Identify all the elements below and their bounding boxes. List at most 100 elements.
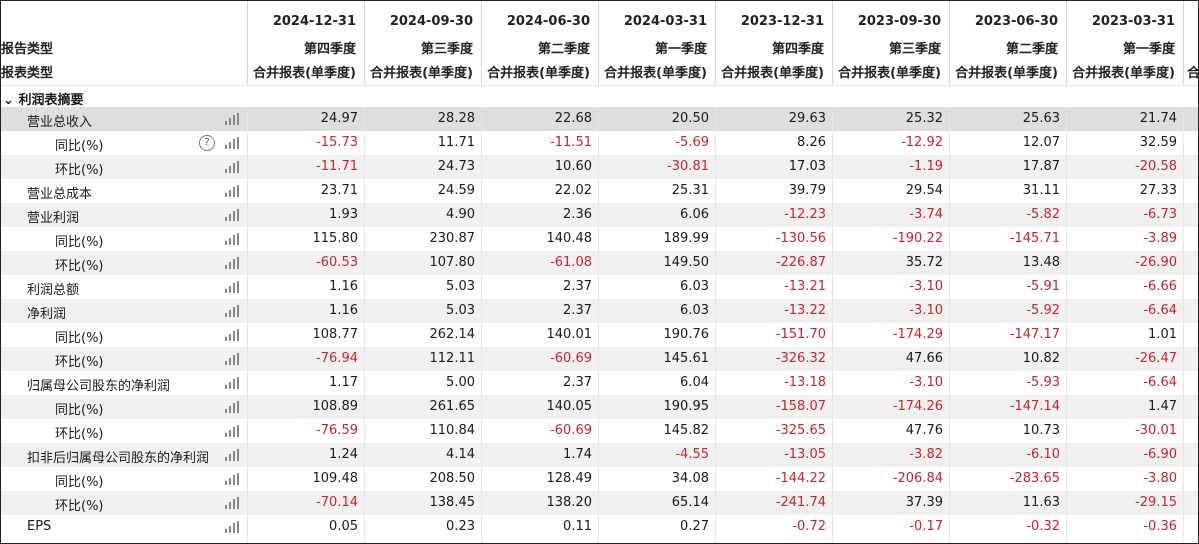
row-label: 归属母公司股东的净利润 xyxy=(27,379,171,394)
table-row[interactable]: 同比(%) 109.48 208.50 128.49 34.08 -144.22 -206.… xyxy=(1,467,1198,491)
row-label: 同比(%) xyxy=(55,475,104,490)
table-cell: -6.73 xyxy=(1143,207,1177,222)
table-cell: 25.32 xyxy=(905,111,943,126)
table-cell: 28.28 xyxy=(437,111,475,126)
table-cell: -3.10 xyxy=(909,303,943,318)
bar-chart-icon[interactable] xyxy=(225,425,239,437)
table-row[interactable]: 环比(%) -70.14 138.45 138.20 65.14 -241.74 37.39… xyxy=(1,491,1198,515)
table-cell: 230.87 xyxy=(429,231,476,246)
column-header[interactable]: 2023-12-31 第四季度 合并报表(单季度) xyxy=(716,1,833,85)
table-cell: -226.87 xyxy=(775,255,826,270)
row-label: 环比(%) xyxy=(55,355,104,370)
table-cell: -3.10 xyxy=(909,375,943,390)
table-cell: -12.92 xyxy=(901,135,943,150)
table-cell: -4.55 xyxy=(675,447,709,462)
table-cell: -5.69 xyxy=(675,135,709,150)
table-cell: 29.63 xyxy=(788,111,826,126)
table-row[interactable]: 同比(%) 115.80 230.87 140.48 189.99 -130.56 -190… xyxy=(1,227,1198,251)
table-cell: 65.14 xyxy=(671,495,709,510)
column-header[interactable]: 2023-09-30 第三季度 合并报表(单季度) xyxy=(833,1,950,85)
table-row[interactable]: 同比(%) 108.77 262.14 140.01 190.76 -151.70 -174… xyxy=(1,323,1198,347)
table-row[interactable]: 营业利润 1.93 4.90 2.36 6.06 -12.23 -3.74 -5.82 -6.7… xyxy=(1,203,1198,227)
row-label: 利润总额 xyxy=(27,283,80,298)
column-header[interactable]: 2023-06-30 第二季度 合并报表(单季度) xyxy=(950,1,1067,85)
table-cell: -11.71 xyxy=(316,159,358,174)
column-header-type: 合并报表(单季度) xyxy=(955,66,1058,81)
table-cell: -147.17 xyxy=(1009,327,1060,342)
table-cell: -130.56 xyxy=(775,231,826,246)
row-label: 同比(%) xyxy=(55,139,104,154)
table-cell: 22.02 xyxy=(554,183,592,198)
table-cell: -11.51 xyxy=(550,135,592,150)
column-header[interactable]: 2024-12-31 第四季度 合并报表(单季度) xyxy=(248,1,365,85)
bar-chart-icon[interactable] xyxy=(225,521,239,533)
bar-chart-icon[interactable] xyxy=(225,473,239,485)
table-row[interactable]: 环比(%) -76.94 112.11 -60.69 145.61 -326.32 47.6… xyxy=(1,347,1198,371)
table-cell: -241.74 xyxy=(775,495,826,510)
table-cell: -3.80 xyxy=(1143,471,1177,486)
column-header[interactable]: 2024-09-30 第三季度 合并报表(单季度) xyxy=(365,1,482,85)
table-cell: -60.53 xyxy=(316,255,358,270)
bar-chart-icon[interactable] xyxy=(225,305,239,317)
column-header-quarter: 第一季度 xyxy=(654,42,707,57)
column-header[interactable]: 2024-03-31 第一季度 合并报表(单季度) xyxy=(599,1,716,85)
table-cell: 22.68 xyxy=(554,111,592,126)
table-cell: 24.73 xyxy=(437,159,475,174)
table-row[interactable]: 环比(%) -76.59 110.84 -60.69 145.82 -325.65 47.7… xyxy=(1,419,1198,443)
bar-chart-icon[interactable] xyxy=(225,377,239,389)
table-cell: -5.92 xyxy=(1026,303,1060,318)
bar-chart-icon[interactable] xyxy=(225,353,239,365)
bar-chart-icon[interactable] xyxy=(225,137,239,149)
table-cell: -5.82 xyxy=(1026,207,1060,222)
column-header[interactable]: 2023-03-31 第一季度 合并报表(单季度) xyxy=(1067,1,1184,85)
bar-chart-icon[interactable] xyxy=(225,497,239,509)
table-cell: 189.99 xyxy=(663,231,710,246)
table-cell: 8.26 xyxy=(797,135,826,150)
table-cell: 6.06 xyxy=(680,207,709,222)
table-cell: 190.95 xyxy=(663,399,710,414)
bar-chart-icon[interactable] xyxy=(225,233,239,245)
table-row[interactable]: 营业总成本 23.71 24.59 22.02 25.31 39.79 29.54 31.11… xyxy=(1,179,1198,203)
table-cell: -283.65 xyxy=(1009,471,1060,486)
table-cell: -13.05 xyxy=(784,447,826,462)
column-header-date: 2024-09-30 xyxy=(389,14,473,29)
overflow-column-header[interactable]: 合 xyxy=(1181,1,1198,85)
table-cell: 261.65 xyxy=(429,399,476,414)
table-row[interactable]: 同比(%) 108.89 261.65 140.05 190.95 -158.07 -174… xyxy=(1,395,1198,419)
table-row[interactable]: 净利润 1.16 5.03 2.37 6.03 -13.22 -3.10 -5.92 -6.64 xyxy=(1,299,1198,323)
section-income-summary-label: ⌄ 利润表摘要 xyxy=(3,89,83,108)
table-row[interactable]: 环比(%) -11.71 24.73 10.60 -30.81 17.03 -1.19 17.… xyxy=(1,155,1198,179)
table-row[interactable]: 归属母公司股东的净利润 1.17 5.00 2.37 6.04 -13.18 -3.10 -5… xyxy=(1,371,1198,395)
bar-chart-icon[interactable] xyxy=(225,401,239,413)
table-cell: -61.08 xyxy=(550,255,592,270)
column-header[interactable]: 2024-06-30 第二季度 合并报表(单季度) xyxy=(482,1,599,85)
column-header-type: 合并报表(单季度) xyxy=(487,66,590,81)
chevron-down-icon[interactable]: ⌄ xyxy=(3,93,14,108)
table-row[interactable]: 营业总收入 24.97 28.28 22.68 20.50 29.63 25.32 25.63… xyxy=(1,107,1198,131)
table-cell: 1.17 xyxy=(329,375,358,390)
help-circle-icon[interactable]: ? xyxy=(199,135,215,151)
table-cell: 0.11 xyxy=(563,519,592,534)
table-cell: 208.50 xyxy=(429,471,476,486)
table-cell: 108.89 xyxy=(312,399,359,414)
bar-chart-icon[interactable] xyxy=(225,449,239,461)
bar-chart-icon[interactable] xyxy=(225,281,239,293)
bar-chart-icon[interactable] xyxy=(225,161,239,173)
table-row[interactable]: 扣非后归属母公司股东的净利润 1.24 4.14 1.74 -4.55 -13.05 -3.… xyxy=(1,443,1198,467)
row-label: 同比(%) xyxy=(55,235,104,250)
bar-chart-icon[interactable] xyxy=(225,185,239,197)
column-header-quarter: 第三季度 xyxy=(888,42,941,57)
table-row[interactable]: 环比(%) -60.53 107.80 -61.08 149.50 -226.87 35.7… xyxy=(1,251,1198,275)
section-income-summary[interactable]: ⌄ 利润表摘要 xyxy=(1,85,1198,108)
table-row[interactable]: 同比(%)? -15.73 11.71 -11.51 -5.69 8.26 -12.92 12… xyxy=(1,131,1198,155)
bar-chart-icon[interactable] xyxy=(225,257,239,269)
column-header-type: 合并报表(单季度) xyxy=(370,66,473,81)
column-header-type: 合并报表(单季度) xyxy=(838,66,941,81)
bar-chart-icon[interactable] xyxy=(225,209,239,221)
bar-chart-icon[interactable] xyxy=(225,113,239,125)
table-row[interactable]: EPS 0.05 0.23 0.11 0.27 -0.72 -0.17 -0.32 -0.36 xyxy=(1,515,1198,539)
table-cell: 1.93 xyxy=(329,207,358,222)
table-row[interactable]: 利润总额 1.16 5.03 2.37 6.03 -13.21 -3.10 -5.91 -6.6… xyxy=(1,275,1198,299)
row-label: 环比(%) xyxy=(55,427,104,442)
bar-chart-icon[interactable] xyxy=(225,329,239,341)
